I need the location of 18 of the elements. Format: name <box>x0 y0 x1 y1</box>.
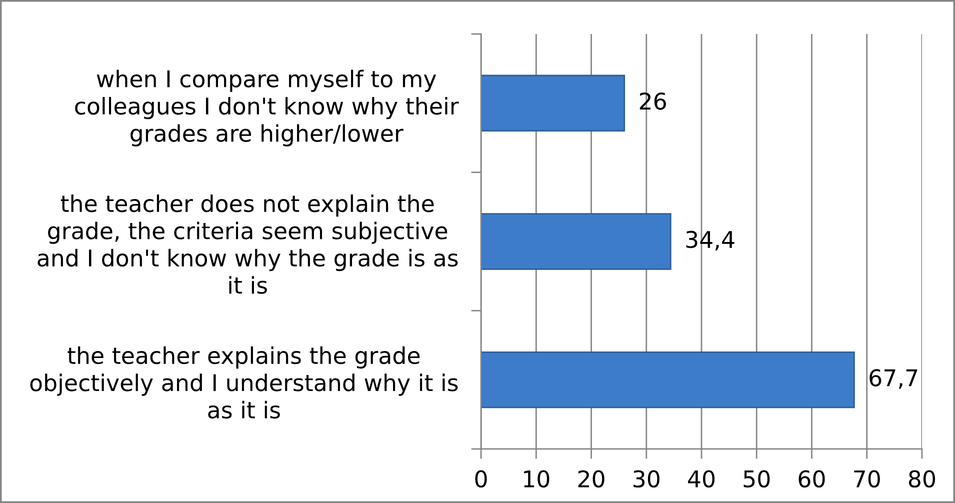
x-tick-label: 20 <box>578 470 604 488</box>
x-tick-label: 10 <box>524 470 550 488</box>
data-label: 26 <box>640 92 666 110</box>
x-tick-label: 70 <box>854 470 880 488</box>
x-tick-label: 30 <box>634 470 660 488</box>
bar <box>481 74 626 132</box>
data-label: 34,4 <box>686 230 734 250</box>
bar <box>481 351 855 408</box>
bar <box>481 213 672 270</box>
y-tick-label: when I compare myself to my colleagues I don't know why their grades are higher/lower <box>75 70 459 146</box>
x-tick-label: 0 <box>475 470 487 488</box>
x-tick-label: 80 <box>908 470 936 488</box>
x-tick-label: 40 <box>688 470 715 488</box>
y-tick-label: the teacher does not explain the grade, the criteria seem subjective and I don't know why the grade is as it is <box>38 194 458 294</box>
y-tick-label: the teacher explains the grade objectively and I understand why it is as it is <box>30 346 458 419</box>
x-tick-label: 50 <box>744 470 770 488</box>
data-label: 67,7 <box>870 369 918 389</box>
x-tick-label: 60 <box>798 470 825 488</box>
